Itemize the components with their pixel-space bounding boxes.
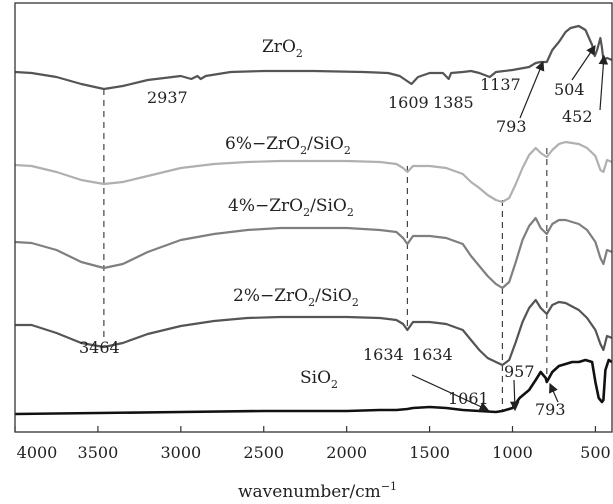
x-tick-label-3500: 3500 [78,443,119,462]
annotation-957: 957 [504,362,535,381]
annotation-1137: 1137 [480,75,521,94]
series-line-0 [14,24,613,91]
annotation-1634-right: 1634 [412,345,453,364]
annotation-1385: 1385 [433,93,474,112]
x-tick-label-4000: 4000 [17,443,58,462]
series-line-2 [14,216,613,290]
series-label-sio2: SiO2 [300,368,338,391]
annotation-452: 452 [562,107,593,126]
x-tick-label-1500: 1500 [409,443,450,462]
arrow-957 [509,379,520,412]
annotation-793-top: 793 [496,117,527,136]
arrow-793-bottom [549,382,559,403]
arrow-452 [598,54,609,111]
x-tick-label-1000: 1000 [492,443,533,462]
annotation-793-bottom: 793 [535,400,566,419]
annotation-2937: 2937 [147,88,188,107]
arrow-793-top [519,60,545,119]
annotation-1061: 1061 [448,389,489,408]
annotation-3464: 3464 [79,338,120,357]
dashed-reference-lines [103,89,548,412]
annotation-arrows [411,45,609,412]
x-tick-label-3000: 3000 [160,443,201,462]
annotation-1634-left: 1634 [363,345,404,364]
series-line-4 [14,358,613,416]
annotation-1609: 1609 [388,93,429,112]
x-axis-title: wavenumber/cm−1 [238,480,397,502]
x-tick-label-2000: 2000 [326,443,367,462]
series-label-2pct: 2%−ZrO2/SiO2 [233,286,359,309]
series-label-zro2: ZrO2 [262,37,303,60]
x-tick-label-2500: 2500 [243,443,284,462]
series-line-3 [15,298,613,367]
series-label-6pct: 6%−ZrO2/SiO2 [225,134,351,157]
x-tick-label-500: 500 [580,443,611,462]
series-label-4pct: 4%−ZrO2/SiO2 [228,196,354,219]
arrow-504 [571,45,596,81]
x-axis-ticks: 4000 3500 3000 2500 2000 1500 1000 500 [14,426,611,462]
spectra-series [14,24,613,416]
plot-frame [14,2,613,433]
series-line-1 [14,140,613,204]
annotation-504: 504 [554,80,585,99]
arrow-1634-sio2 [411,374,490,411]
